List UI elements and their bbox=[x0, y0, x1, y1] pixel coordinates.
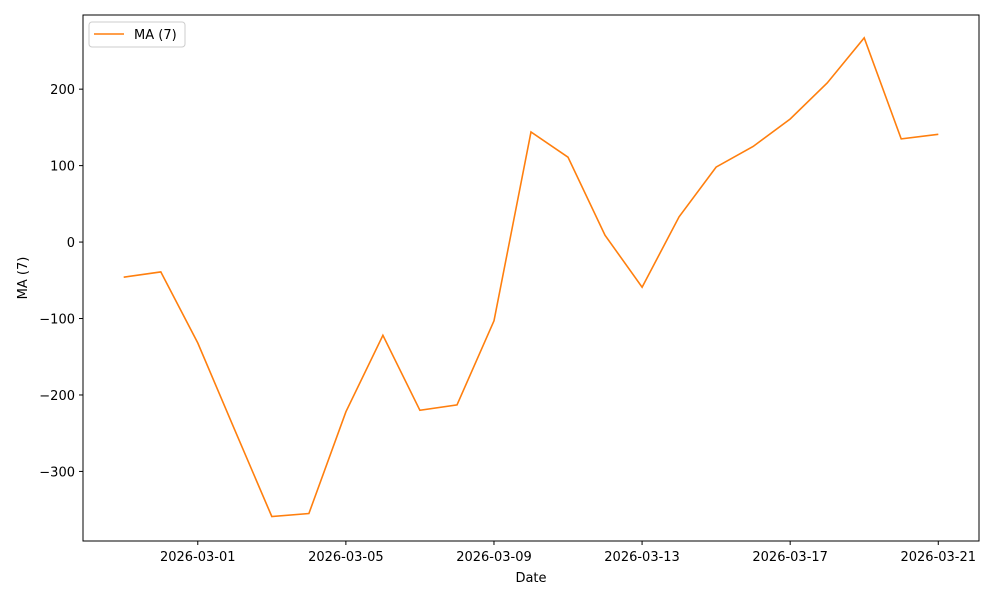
y-tick-label: −300 bbox=[39, 465, 75, 480]
x-tick-label: 2026-03-09 bbox=[456, 550, 532, 565]
y-axis: −300 −200 −100 0 100 200 bbox=[39, 83, 83, 480]
x-axis-label: Date bbox=[515, 571, 546, 586]
x-tick-label: 2026-03-05 bbox=[308, 550, 384, 565]
legend-box bbox=[88, 21, 186, 48]
y-tick-label: −100 bbox=[39, 313, 75, 328]
y-tick-label: 0 bbox=[67, 236, 75, 251]
legend: MA (7) bbox=[88, 21, 186, 48]
y-tick-label: −200 bbox=[39, 389, 75, 404]
x-tick-label: 2026-03-21 bbox=[900, 550, 976, 565]
x-tick-label: 2026-03-13 bbox=[604, 550, 680, 565]
y-axis-label: MA (7) bbox=[16, 257, 31, 300]
x-axis: 2026-03-01 2026-03-05 2026-03-09 2026-03-13… bbox=[160, 541, 976, 565]
x-tick-label: 2026-03-01 bbox=[160, 550, 236, 565]
plot-area bbox=[82, 14, 980, 542]
y-tick-label: 200 bbox=[50, 83, 75, 98]
y-tick-label: 100 bbox=[50, 160, 75, 175]
legend-label: MA (7) bbox=[134, 28, 177, 43]
x-tick-label: 2026-03-17 bbox=[752, 550, 828, 565]
